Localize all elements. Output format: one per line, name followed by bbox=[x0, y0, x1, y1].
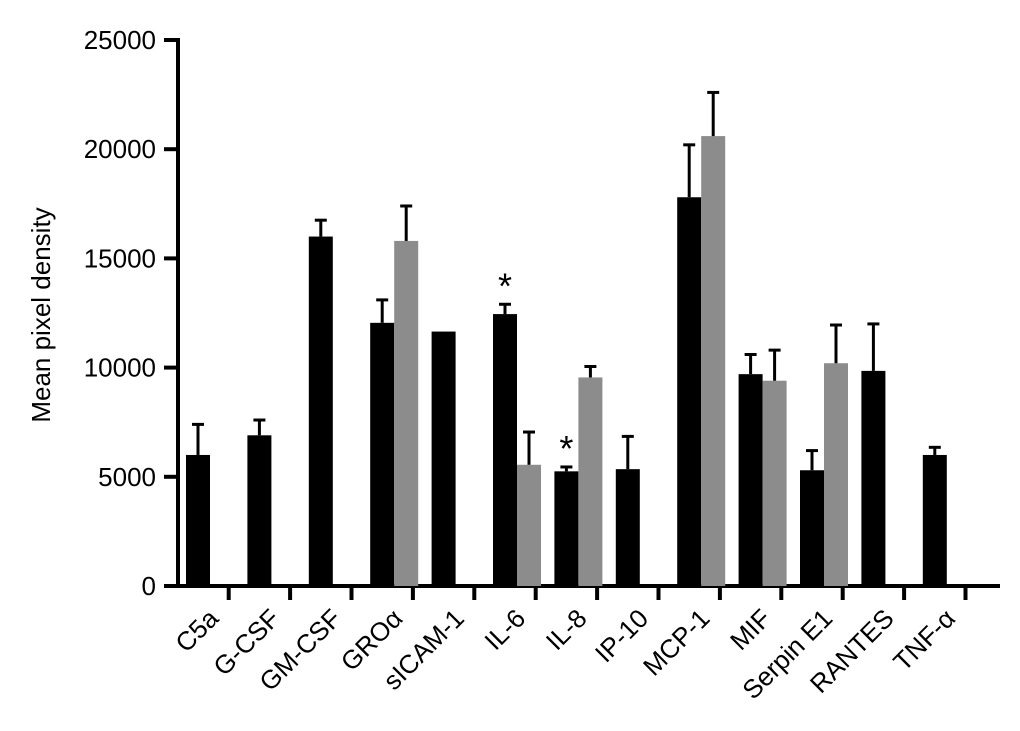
annotations: ** bbox=[498, 265, 573, 469]
bar-il-6-series-2 bbox=[517, 464, 541, 586]
significance-star-il-6: * bbox=[498, 265, 512, 306]
x-tick-label-tnf: TNF-α bbox=[887, 603, 961, 677]
bar-serpin-e1-series-1 bbox=[800, 470, 824, 586]
x-tick-label-mif: MIF bbox=[724, 603, 777, 656]
x-tick-label-mcp-1: MCP-1 bbox=[637, 603, 715, 681]
bar-il-6-series-1 bbox=[493, 314, 517, 586]
significance-star-il-8: * bbox=[559, 428, 573, 469]
bar-mcp-1-series-2 bbox=[701, 136, 726, 586]
y-axis: 0 5000 10000 15000 20000 25000 bbox=[84, 25, 180, 601]
bar-il-8-series-2 bbox=[578, 377, 603, 586]
y-tick-label: 25000 bbox=[84, 25, 156, 55]
y-tick-label: 0 bbox=[142, 571, 156, 601]
x-tick-label-il-8: IL-8 bbox=[540, 603, 593, 656]
x-tick-label-il-6: IL-6 bbox=[478, 603, 531, 656]
bar-gro-series-1 bbox=[370, 322, 395, 586]
y-tick-label: 15000 bbox=[84, 243, 156, 273]
bar-mcp-1-series-1 bbox=[677, 197, 702, 587]
y-tick-label: 20000 bbox=[84, 134, 156, 164]
bar-serpin-e1-series-2 bbox=[824, 363, 848, 586]
y-tick-label: 5000 bbox=[98, 462, 156, 492]
bar-sicam-1-series-1 bbox=[431, 331, 456, 586]
bar-gro-series-2 bbox=[394, 240, 419, 587]
bar-g-csf-series-1 bbox=[247, 435, 272, 586]
bar-mif-series-2 bbox=[762, 380, 787, 586]
bar-ip-10-series-1 bbox=[615, 469, 640, 586]
x-tick-label-c5a: C5a bbox=[169, 603, 224, 658]
bar-c5a-series-1 bbox=[186, 454, 210, 586]
error-bars bbox=[192, 90, 941, 472]
bars bbox=[186, 136, 947, 587]
bar-tnf-series-1 bbox=[922, 454, 947, 586]
bar-rantes-series-1 bbox=[861, 370, 886, 586]
bar-gm-csf-series-1 bbox=[308, 236, 333, 586]
bar-mif-series-1 bbox=[738, 374, 763, 586]
y-tick-label: 10000 bbox=[84, 353, 156, 383]
y-axis-title: Mean pixel density bbox=[26, 207, 56, 422]
bar-il-8-series-1 bbox=[554, 471, 579, 586]
